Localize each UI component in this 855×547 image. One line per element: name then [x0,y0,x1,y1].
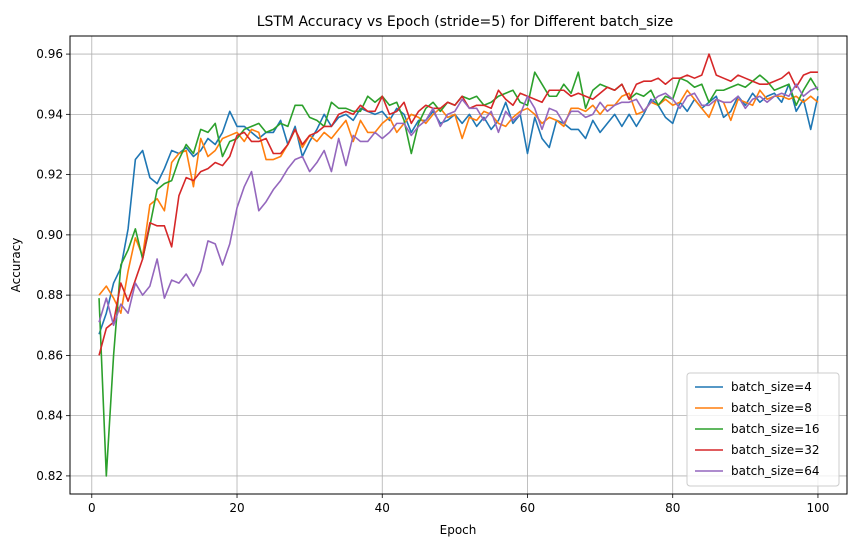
chart-title: LSTM Accuracy vs Epoch (stride=5) for Di… [257,14,674,30]
y-tick-label: 0.86 [36,348,63,362]
y-tick-label: 0.96 [36,47,63,61]
y-tick-label: 0.90 [36,228,63,242]
grid [70,36,847,494]
plot-frame [69,35,848,495]
x-tick-label: 60 [520,501,535,515]
y-tick-label: 0.82 [36,469,63,483]
y-axis-ticks: 0.82 0.84 0.86 0.88 0.90 0.92 0.94 0.96 [36,47,70,483]
legend-label: batch_size=8 [731,401,812,415]
x-tick-label: 80 [665,501,680,515]
x-tick-label: 100 [807,501,830,515]
series-lines [98,53,819,477]
y-tick-label: 0.92 [36,168,63,182]
legend-label: batch_size=32 [731,443,819,457]
legend-label: batch_size=4 [731,380,812,394]
y-axis-label: Accuracy [9,238,23,293]
series-line-2 [98,89,819,315]
x-tick-label: 20 [229,501,244,515]
legend-label: batch_size=16 [731,422,819,436]
legend: batch_size=4 batch_size=8 batch_size=16bat… [686,372,840,487]
x-axis-ticks: 0 20 40 60 80 100 [88,494,829,515]
series-line-5 [98,83,819,327]
series-line-1 [98,83,819,335]
y-tick-label: 0.94 [36,107,63,121]
series-line-4 [98,53,818,356]
legend-box [686,372,840,487]
y-tick-label: 0.88 [36,288,63,302]
x-tick-label: 0 [88,501,96,515]
y-tick-label: 0.84 [36,409,63,423]
x-axis-label: Epoch [440,523,477,537]
x-tick-label: 40 [375,501,390,515]
legend-label: batch_size=64 [731,464,819,478]
